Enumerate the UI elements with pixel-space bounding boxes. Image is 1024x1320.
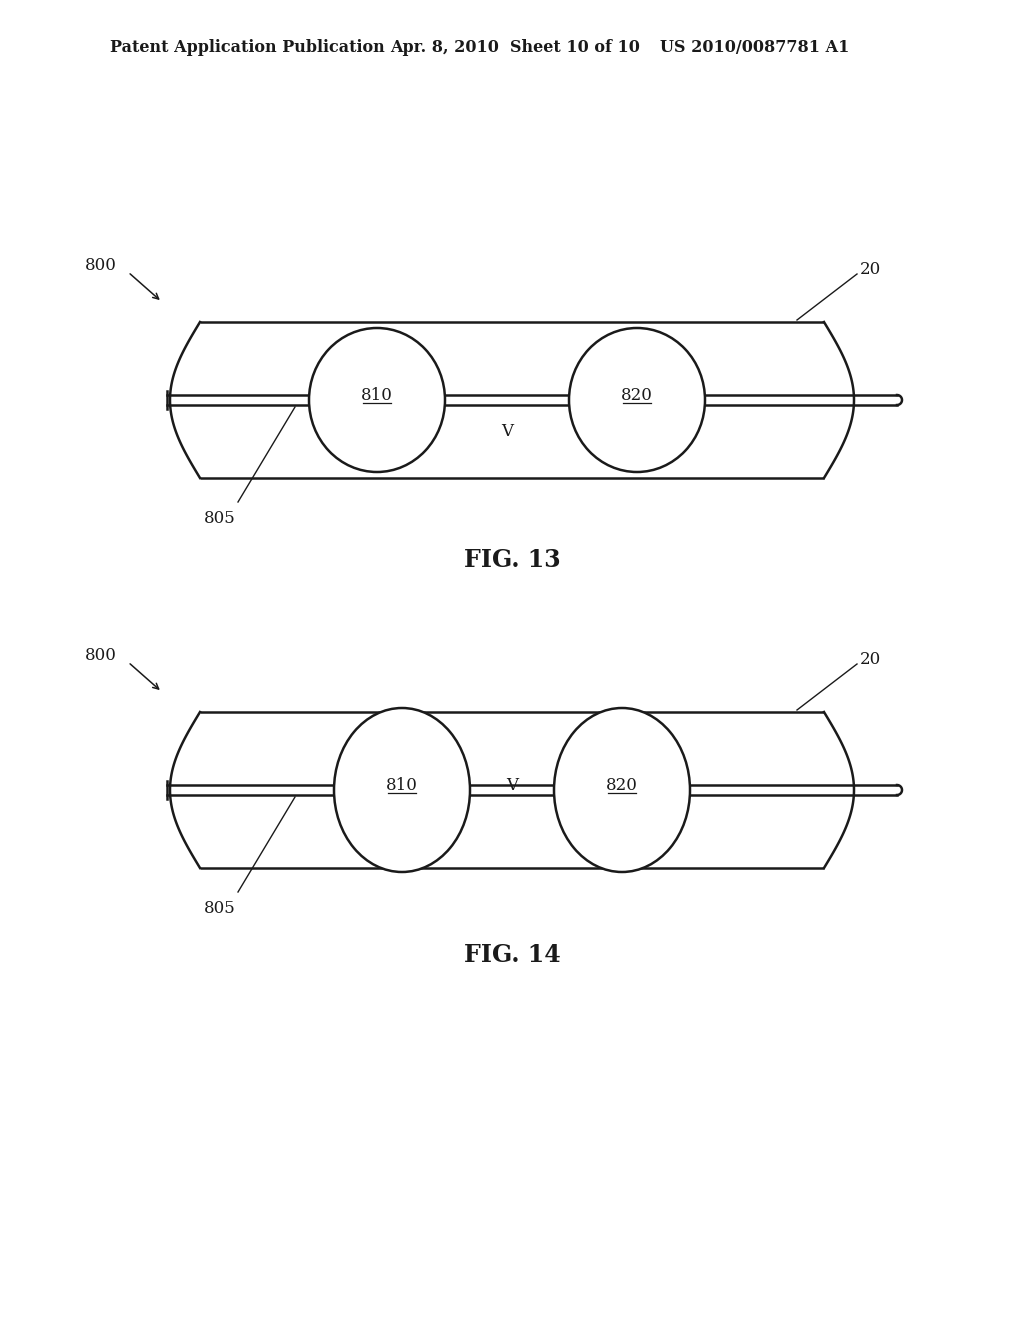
Text: 820: 820 [606,776,638,793]
Text: 800: 800 [85,256,117,273]
Ellipse shape [569,327,705,473]
Text: 805: 805 [204,510,236,527]
Ellipse shape [334,708,470,873]
Text: Apr. 8, 2010: Apr. 8, 2010 [390,40,499,57]
Text: V: V [501,424,513,441]
Text: 805: 805 [204,900,236,917]
Text: 810: 810 [361,387,393,404]
Text: 810: 810 [386,776,418,793]
Text: 820: 820 [622,387,653,404]
Text: 800: 800 [85,647,117,664]
Ellipse shape [309,327,445,473]
Text: V: V [506,776,518,793]
Text: Sheet 10 of 10: Sheet 10 of 10 [510,40,640,57]
Text: 20: 20 [860,260,882,277]
Text: FIG. 14: FIG. 14 [464,942,560,968]
Text: US 2010/0087781 A1: US 2010/0087781 A1 [660,40,849,57]
Text: Patent Application Publication: Patent Application Publication [110,40,385,57]
Text: FIG. 13: FIG. 13 [464,548,560,572]
Text: 20: 20 [860,651,882,668]
Ellipse shape [554,708,690,873]
